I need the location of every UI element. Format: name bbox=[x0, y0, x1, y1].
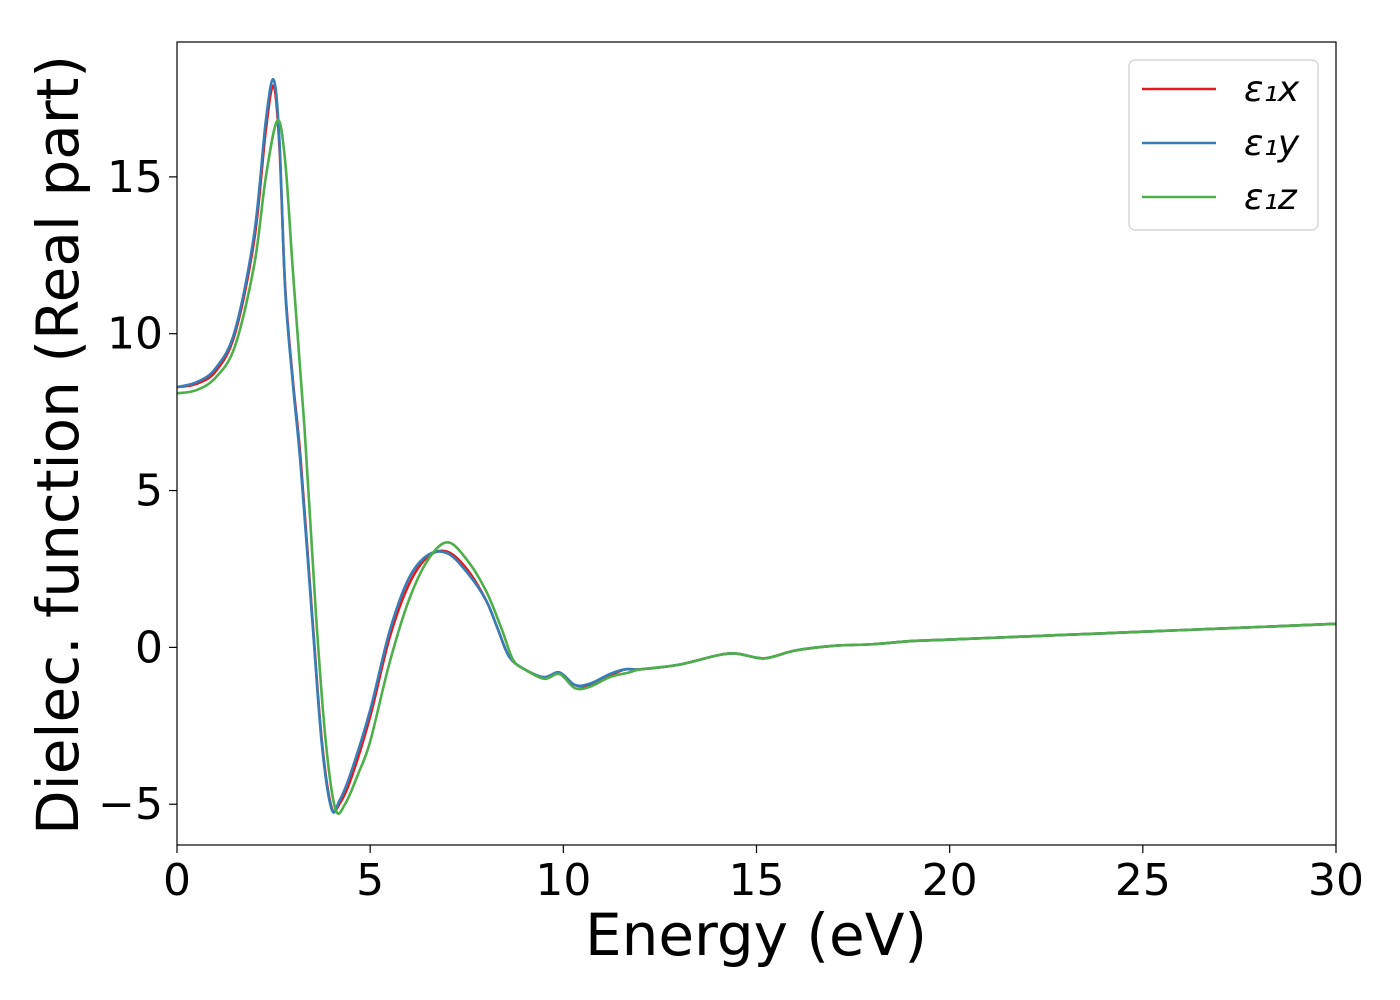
y-axis-title: Dielec. function (Real part) bbox=[24, 55, 92, 835]
x-axis-title: Energy (eV) bbox=[585, 901, 927, 969]
legend-label-2: ε₁y bbox=[1244, 123, 1300, 164]
x-tick-label: 30 bbox=[1308, 855, 1364, 906]
x-tick-label: 20 bbox=[922, 855, 978, 906]
series-layer bbox=[176, 78, 1337, 815]
y-tick-label: 10 bbox=[107, 309, 163, 360]
legend-box bbox=[1128, 59, 1319, 231]
legend-label-3: ε₁z bbox=[1244, 177, 1298, 218]
legend-items: ε₁x ε₁y ε₁z bbox=[1142, 69, 1300, 218]
y-tick-label: −5 bbox=[98, 779, 163, 830]
y-tick-label: 0 bbox=[135, 622, 163, 673]
y-tick-label: 15 bbox=[107, 152, 163, 203]
x-tick-label: 5 bbox=[356, 855, 384, 906]
x-tick-label: 15 bbox=[729, 855, 785, 906]
legend: ε₁x ε₁y ε₁z bbox=[1128, 59, 1319, 231]
legend-label-1: ε₁x bbox=[1244, 69, 1300, 110]
y-tick-label: 5 bbox=[135, 466, 163, 517]
x-axis-ticks: 0 5 10 15 20 25 30 bbox=[163, 845, 1364, 906]
x-tick-label: 25 bbox=[1115, 855, 1171, 906]
x-tick-label: 10 bbox=[535, 855, 591, 906]
series-line-3 bbox=[176, 119, 1337, 815]
x-tick-label: 0 bbox=[163, 855, 191, 906]
y-axis-ticks: −5 0 5 10 15 bbox=[98, 152, 177, 830]
